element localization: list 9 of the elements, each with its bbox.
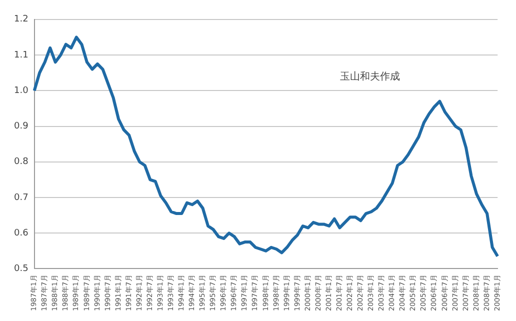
annotation: 玉山和夫作成 <box>340 70 400 82</box>
y-tick-label: 0.9 <box>14 122 29 132</box>
y-tick-label: 0.5 <box>14 264 28 274</box>
y-tick-label: 0.7 <box>14 192 28 203</box>
y-tick-label: 1.1 <box>14 50 28 60</box>
y-tick-label: 1.2 <box>14 14 28 25</box>
y-tick-label: 1.0 <box>14 86 29 96</box>
y-tick-label: 0.6 <box>14 228 29 238</box>
y-tick-label: 0.8 <box>14 157 29 168</box>
